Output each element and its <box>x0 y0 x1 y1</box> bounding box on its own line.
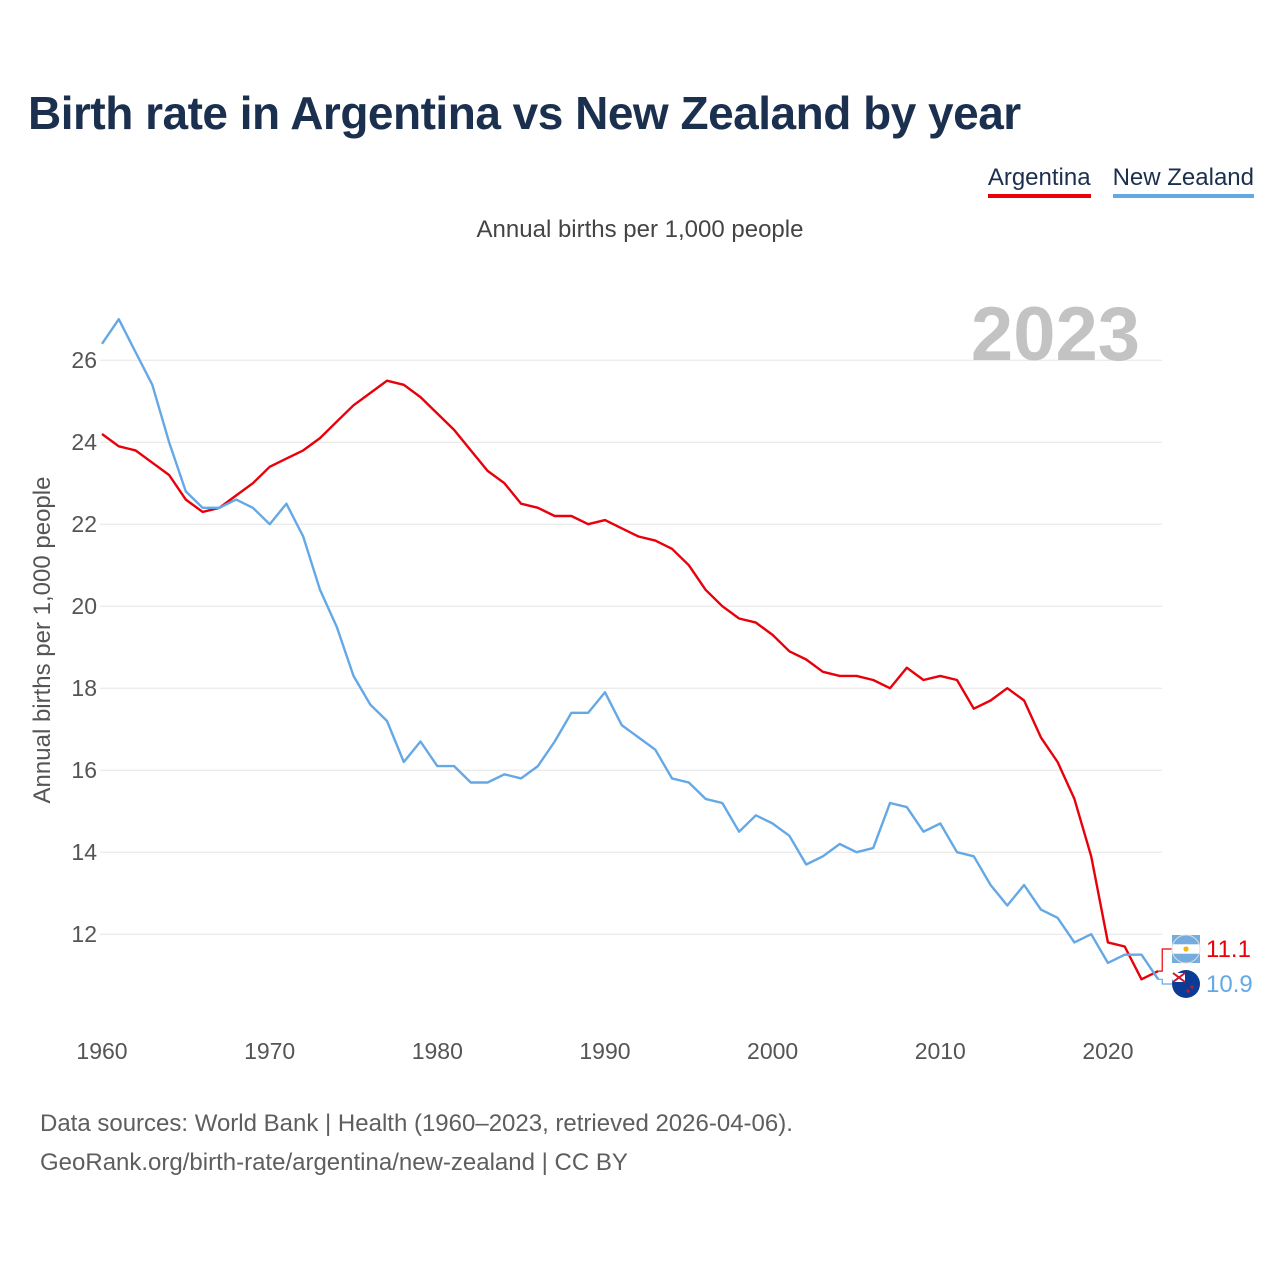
grid-lines <box>100 359 1162 935</box>
y-tick-label: 22 <box>71 511 97 537</box>
argentina-flag-icon <box>1171 934 1201 964</box>
x-tick-label: 1960 <box>76 1038 127 1064</box>
footer-source: Data sources: World Bank | Health (1960–… <box>40 1110 793 1137</box>
y-tick-label: 16 <box>71 757 97 783</box>
series-lines <box>101 318 1160 981</box>
end-value-label-new-zealand: 10.9 <box>1206 971 1253 998</box>
legend-item-new-zealand[interactable]: New Zealand <box>1112 164 1254 198</box>
x-tick-label: 1990 <box>579 1038 630 1064</box>
y-tick-label: 18 <box>71 675 97 701</box>
page-title: Birth rate in Argentina vs New Zealand b… <box>28 87 1021 139</box>
footer-link[interactable]: GeoRank.org/birth-rate/argentina/new-zea… <box>40 1149 628 1176</box>
series-line-new-zealand[interactable] <box>101 318 1160 980</box>
end-markers: 11.1 10.9 <box>1158 934 1253 998</box>
legend-item-argentina[interactable]: Argentina <box>987 164 1091 198</box>
y-tick-label: 12 <box>71 921 97 947</box>
new-zealand-flag-icon <box>1172 970 1200 998</box>
chart-subtitle: Annual births per 1,000 people <box>476 216 804 243</box>
year-watermark: 2023 <box>971 292 1140 377</box>
x-tick-label: 1970 <box>244 1038 295 1064</box>
y-tick-label: 14 <box>71 839 97 865</box>
y-axis-label: Annual births per 1,000 people <box>29 477 56 804</box>
series-line-argentina[interactable] <box>101 379 1159 981</box>
y-tick-label: 20 <box>71 593 97 619</box>
x-tick-label: 2020 <box>1082 1038 1133 1064</box>
x-tick-label: 2010 <box>915 1038 966 1064</box>
line-chart: 12 14 16 18 20 22 24 26 1960 1970 1980 1990 2000 201… <box>29 292 1253 1064</box>
y-tick-label: 26 <box>71 347 97 373</box>
x-axis-ticks: 1960 1970 1980 1990 2000 2010 2020 <box>76 1038 1133 1064</box>
x-tick-label: 1980 <box>412 1038 463 1064</box>
footer: Data sources: World Bank | Health (1960–… <box>40 1104 793 1182</box>
end-value-label-argentina: 11.1 <box>1206 936 1251 963</box>
marker-connector <box>1158 948 1172 972</box>
y-axis-ticks: 12 14 16 18 20 22 24 26 <box>71 347 97 947</box>
y-tick-label: 24 <box>71 429 97 455</box>
chart-legend: Argentina New Zealand <box>987 164 1254 198</box>
marker-connector <box>1158 978 1172 985</box>
x-tick-label: 2000 <box>747 1038 798 1064</box>
